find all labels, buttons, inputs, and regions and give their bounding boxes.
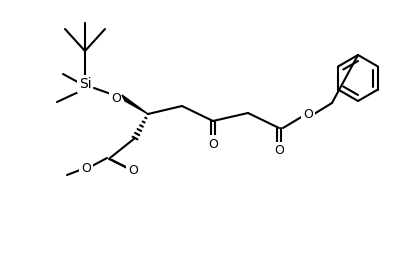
Text: O: O [81,161,91,174]
Polygon shape [122,95,148,114]
Text: Si: Si [79,77,91,91]
Text: O: O [274,144,284,157]
Text: O: O [111,92,121,105]
Text: O: O [303,107,313,120]
Text: O: O [128,164,138,177]
Text: O: O [208,138,218,151]
